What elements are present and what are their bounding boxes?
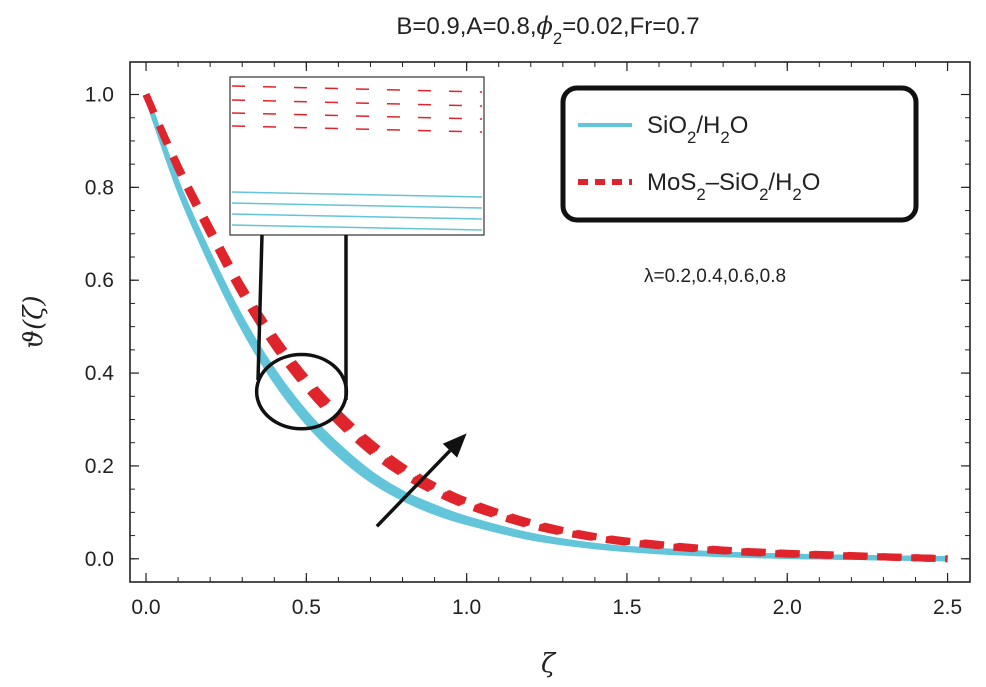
axis-ticks (130, 62, 970, 582)
inset-line-dashed (231, 125, 483, 133)
legend-label-sio2: SiO2/H2O (647, 112, 748, 147)
y-tick-label: 0.8 (85, 176, 114, 199)
x-tick-labels: 0.0 0.5 1.0 1.5 2.0 2.5 (131, 596, 962, 619)
y-tick-label: 0.2 (85, 455, 114, 478)
inset-line-solid (231, 224, 483, 231)
y-axis-label: ϑ(ζ) (19, 296, 49, 349)
x-axis-label: ζ (541, 649, 557, 679)
x-tick-label: 0.0 (131, 596, 160, 619)
x-tick-label: 2.5 (933, 596, 962, 619)
chart-title: B=0.9,A=0.8,ϕ2=0.02,Fr=0.7 (396, 12, 699, 48)
inset-line-dashed (231, 99, 483, 107)
y-tick-labels: 0.0 0.2 0.4 0.6 0.8 1.0 (85, 84, 115, 571)
inset-line-solid (231, 202, 483, 209)
series-line-dashed (142, 93, 948, 563)
arrow-shaft (375, 449, 452, 528)
legend-box (560, 85, 919, 223)
x-tick-label: 1.0 (452, 596, 481, 619)
inset-line-dashed (231, 85, 483, 93)
x-tick-label: 0.5 (292, 596, 321, 619)
legend-label-mos2-sio2: MoS2–SiO2/H2O (647, 169, 820, 204)
y-tick-label: 1.0 (85, 84, 114, 107)
arrow-head (442, 433, 467, 458)
trend-arrow (375, 433, 467, 528)
x-tick-label: 2.0 (773, 596, 802, 619)
legend: SiO2/H2O MoS2–SiO2/H2O (560, 85, 919, 223)
zoom-connector-left (256, 234, 264, 381)
y-tick-label: 0.6 (85, 269, 114, 292)
series-layer (142, 93, 948, 563)
x-tick-label: 1.5 (612, 596, 641, 619)
lambda-annotation: λ=0.2,0.4,0.6,0.8 (644, 266, 786, 287)
inset-line-solid (231, 213, 483, 220)
zoom-circle (254, 352, 349, 431)
plot-frame (129, 61, 971, 583)
inset-line-dashed (231, 112, 483, 120)
y-tick-label: 0.0 (85, 548, 114, 571)
inset-line-solid (231, 191, 483, 198)
zoom-inset-lines (231, 85, 483, 231)
y-tick-label: 0.4 (85, 362, 115, 385)
